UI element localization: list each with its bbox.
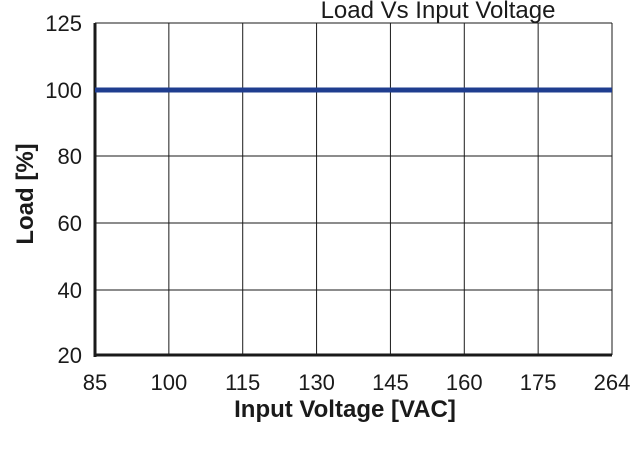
chart-top-title: Load Vs Input Voltage [321,0,556,24]
x-tick-label: 264 [594,370,631,395]
x-tick-label: 145 [372,370,409,395]
y-tick-label: 20 [58,343,82,368]
y-tick-label: 125 [45,11,82,36]
y-tick-label: 100 [45,78,82,103]
y-tick-label: 40 [58,278,82,303]
chart-title-partial: Load Vs Input Voltage [321,0,556,24]
x-axis-title: Input Voltage [VAC] [234,396,456,423]
y-axis-title: Load [%] [12,143,39,244]
x-tick-label: 115 [225,370,260,395]
x-tick-label: 85 [83,370,107,395]
x-tick-label: 160 [446,370,483,395]
grid-lines [95,23,612,355]
x-tick-label: 130 [298,370,335,395]
x-tick-label: 175 [520,370,557,395]
y-tick-label: 80 [58,144,82,169]
plot-frame [93,22,613,357]
x-tick-label: 100 [150,370,187,395]
y-tick-label: 60 [58,211,82,236]
y-axis-tick-labels: 20 40 60 80 100 125 [45,11,82,368]
x-axis-tick-labels: 85 100 115 130 145 160 175 264 [83,370,631,395]
